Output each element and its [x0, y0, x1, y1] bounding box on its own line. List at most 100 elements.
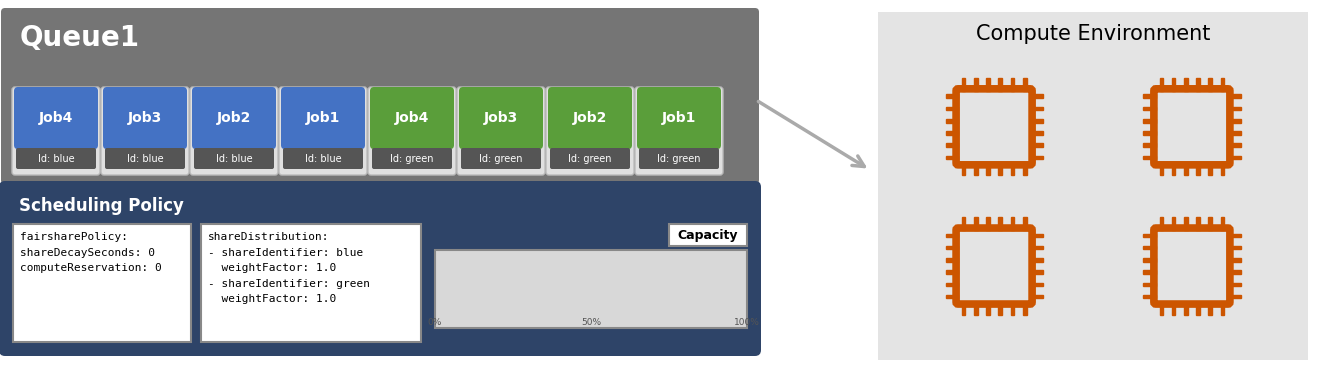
- FancyBboxPatch shape: [105, 148, 185, 169]
- FancyBboxPatch shape: [202, 224, 420, 342]
- Bar: [1031, 119, 1043, 122]
- FancyBboxPatch shape: [194, 148, 274, 169]
- Bar: [1228, 119, 1240, 122]
- Bar: [945, 107, 958, 110]
- Bar: [1031, 283, 1043, 286]
- Bar: [962, 163, 965, 176]
- Bar: [1197, 163, 1199, 176]
- Bar: [1143, 156, 1156, 159]
- FancyBboxPatch shape: [12, 87, 100, 175]
- Bar: [1184, 302, 1188, 315]
- Bar: [1023, 302, 1027, 315]
- Bar: [1023, 78, 1027, 91]
- Text: Id: blue: Id: blue: [127, 154, 163, 163]
- Bar: [945, 131, 958, 135]
- Bar: [1031, 107, 1043, 110]
- Text: Job3: Job3: [484, 111, 518, 125]
- FancyBboxPatch shape: [550, 148, 630, 169]
- FancyBboxPatch shape: [372, 148, 452, 169]
- Text: Job2: Job2: [217, 111, 252, 125]
- Bar: [1143, 107, 1156, 110]
- FancyBboxPatch shape: [101, 87, 188, 175]
- Bar: [1228, 107, 1240, 110]
- Bar: [945, 270, 958, 274]
- Bar: [945, 258, 958, 262]
- Text: Scheduling Policy: Scheduling Policy: [18, 197, 185, 215]
- Text: Id: green: Id: green: [480, 154, 523, 163]
- Bar: [962, 78, 965, 91]
- Bar: [1172, 78, 1176, 91]
- Bar: [974, 78, 978, 91]
- Bar: [1160, 163, 1162, 176]
- Bar: [1228, 283, 1240, 286]
- FancyBboxPatch shape: [192, 87, 275, 149]
- Bar: [986, 302, 990, 315]
- FancyBboxPatch shape: [956, 228, 1032, 304]
- Text: Id: blue: Id: blue: [216, 154, 252, 163]
- Text: fairsharePolicy:
shareDecaySeconds: 0
computeReservation: 0: fairsharePolicy: shareDecaySeconds: 0 co…: [20, 232, 162, 273]
- Bar: [1031, 295, 1043, 298]
- Text: Job1: Job1: [662, 111, 696, 125]
- Bar: [1031, 131, 1043, 135]
- Bar: [1023, 163, 1027, 176]
- Bar: [1143, 246, 1156, 250]
- Bar: [1228, 95, 1240, 98]
- Bar: [1160, 217, 1162, 230]
- Text: Capacity: Capacity: [677, 228, 738, 242]
- FancyBboxPatch shape: [639, 148, 720, 169]
- Bar: [962, 217, 965, 230]
- Text: Id: green: Id: green: [658, 154, 701, 163]
- Bar: [1197, 217, 1199, 230]
- Bar: [1031, 95, 1043, 98]
- Bar: [1172, 302, 1176, 315]
- Bar: [1228, 234, 1240, 237]
- Text: Job4: Job4: [38, 111, 74, 125]
- FancyBboxPatch shape: [190, 87, 278, 175]
- Bar: [1228, 270, 1240, 274]
- Text: Job2: Job2: [573, 111, 608, 125]
- Text: 50%: 50%: [581, 318, 601, 327]
- Bar: [962, 302, 965, 315]
- Bar: [945, 283, 958, 286]
- Bar: [999, 163, 1002, 176]
- Bar: [1220, 217, 1224, 230]
- Text: Id: blue: Id: blue: [304, 154, 341, 163]
- Text: Compute Environment: Compute Environment: [975, 24, 1210, 44]
- Text: Queue1: Queue1: [20, 24, 140, 52]
- Bar: [945, 95, 958, 98]
- Text: Id: green: Id: green: [390, 154, 434, 163]
- Bar: [945, 143, 958, 147]
- Bar: [1209, 217, 1213, 230]
- Text: Job3: Job3: [128, 111, 162, 125]
- FancyBboxPatch shape: [283, 148, 362, 169]
- Text: Job4: Job4: [395, 111, 430, 125]
- Bar: [999, 302, 1002, 315]
- FancyBboxPatch shape: [279, 87, 366, 175]
- Bar: [1209, 78, 1213, 91]
- FancyBboxPatch shape: [0, 181, 760, 356]
- Text: Job1: Job1: [306, 111, 340, 125]
- Bar: [1197, 78, 1199, 91]
- FancyBboxPatch shape: [368, 87, 456, 175]
- FancyBboxPatch shape: [1153, 89, 1230, 165]
- FancyBboxPatch shape: [1, 8, 759, 184]
- FancyBboxPatch shape: [103, 87, 187, 149]
- Bar: [986, 78, 990, 91]
- Bar: [1143, 119, 1156, 122]
- Bar: [986, 217, 990, 230]
- Bar: [1031, 234, 1043, 237]
- Text: shareDistribution:
- shareIdentifier: blue
  weightFactor: 1.0
- shareIdentifier: shareDistribution: - shareIdentifier: bl…: [208, 232, 370, 304]
- Bar: [1160, 302, 1162, 315]
- Bar: [1228, 156, 1240, 159]
- Bar: [1160, 78, 1162, 91]
- Bar: [1220, 163, 1224, 176]
- Bar: [974, 163, 978, 176]
- Bar: [1184, 217, 1188, 230]
- Bar: [999, 78, 1002, 91]
- Bar: [1143, 295, 1156, 298]
- FancyBboxPatch shape: [13, 224, 191, 342]
- Bar: [974, 302, 978, 315]
- Bar: [1143, 270, 1156, 274]
- Bar: [1143, 95, 1156, 98]
- Text: Id: blue: Id: blue: [38, 154, 74, 163]
